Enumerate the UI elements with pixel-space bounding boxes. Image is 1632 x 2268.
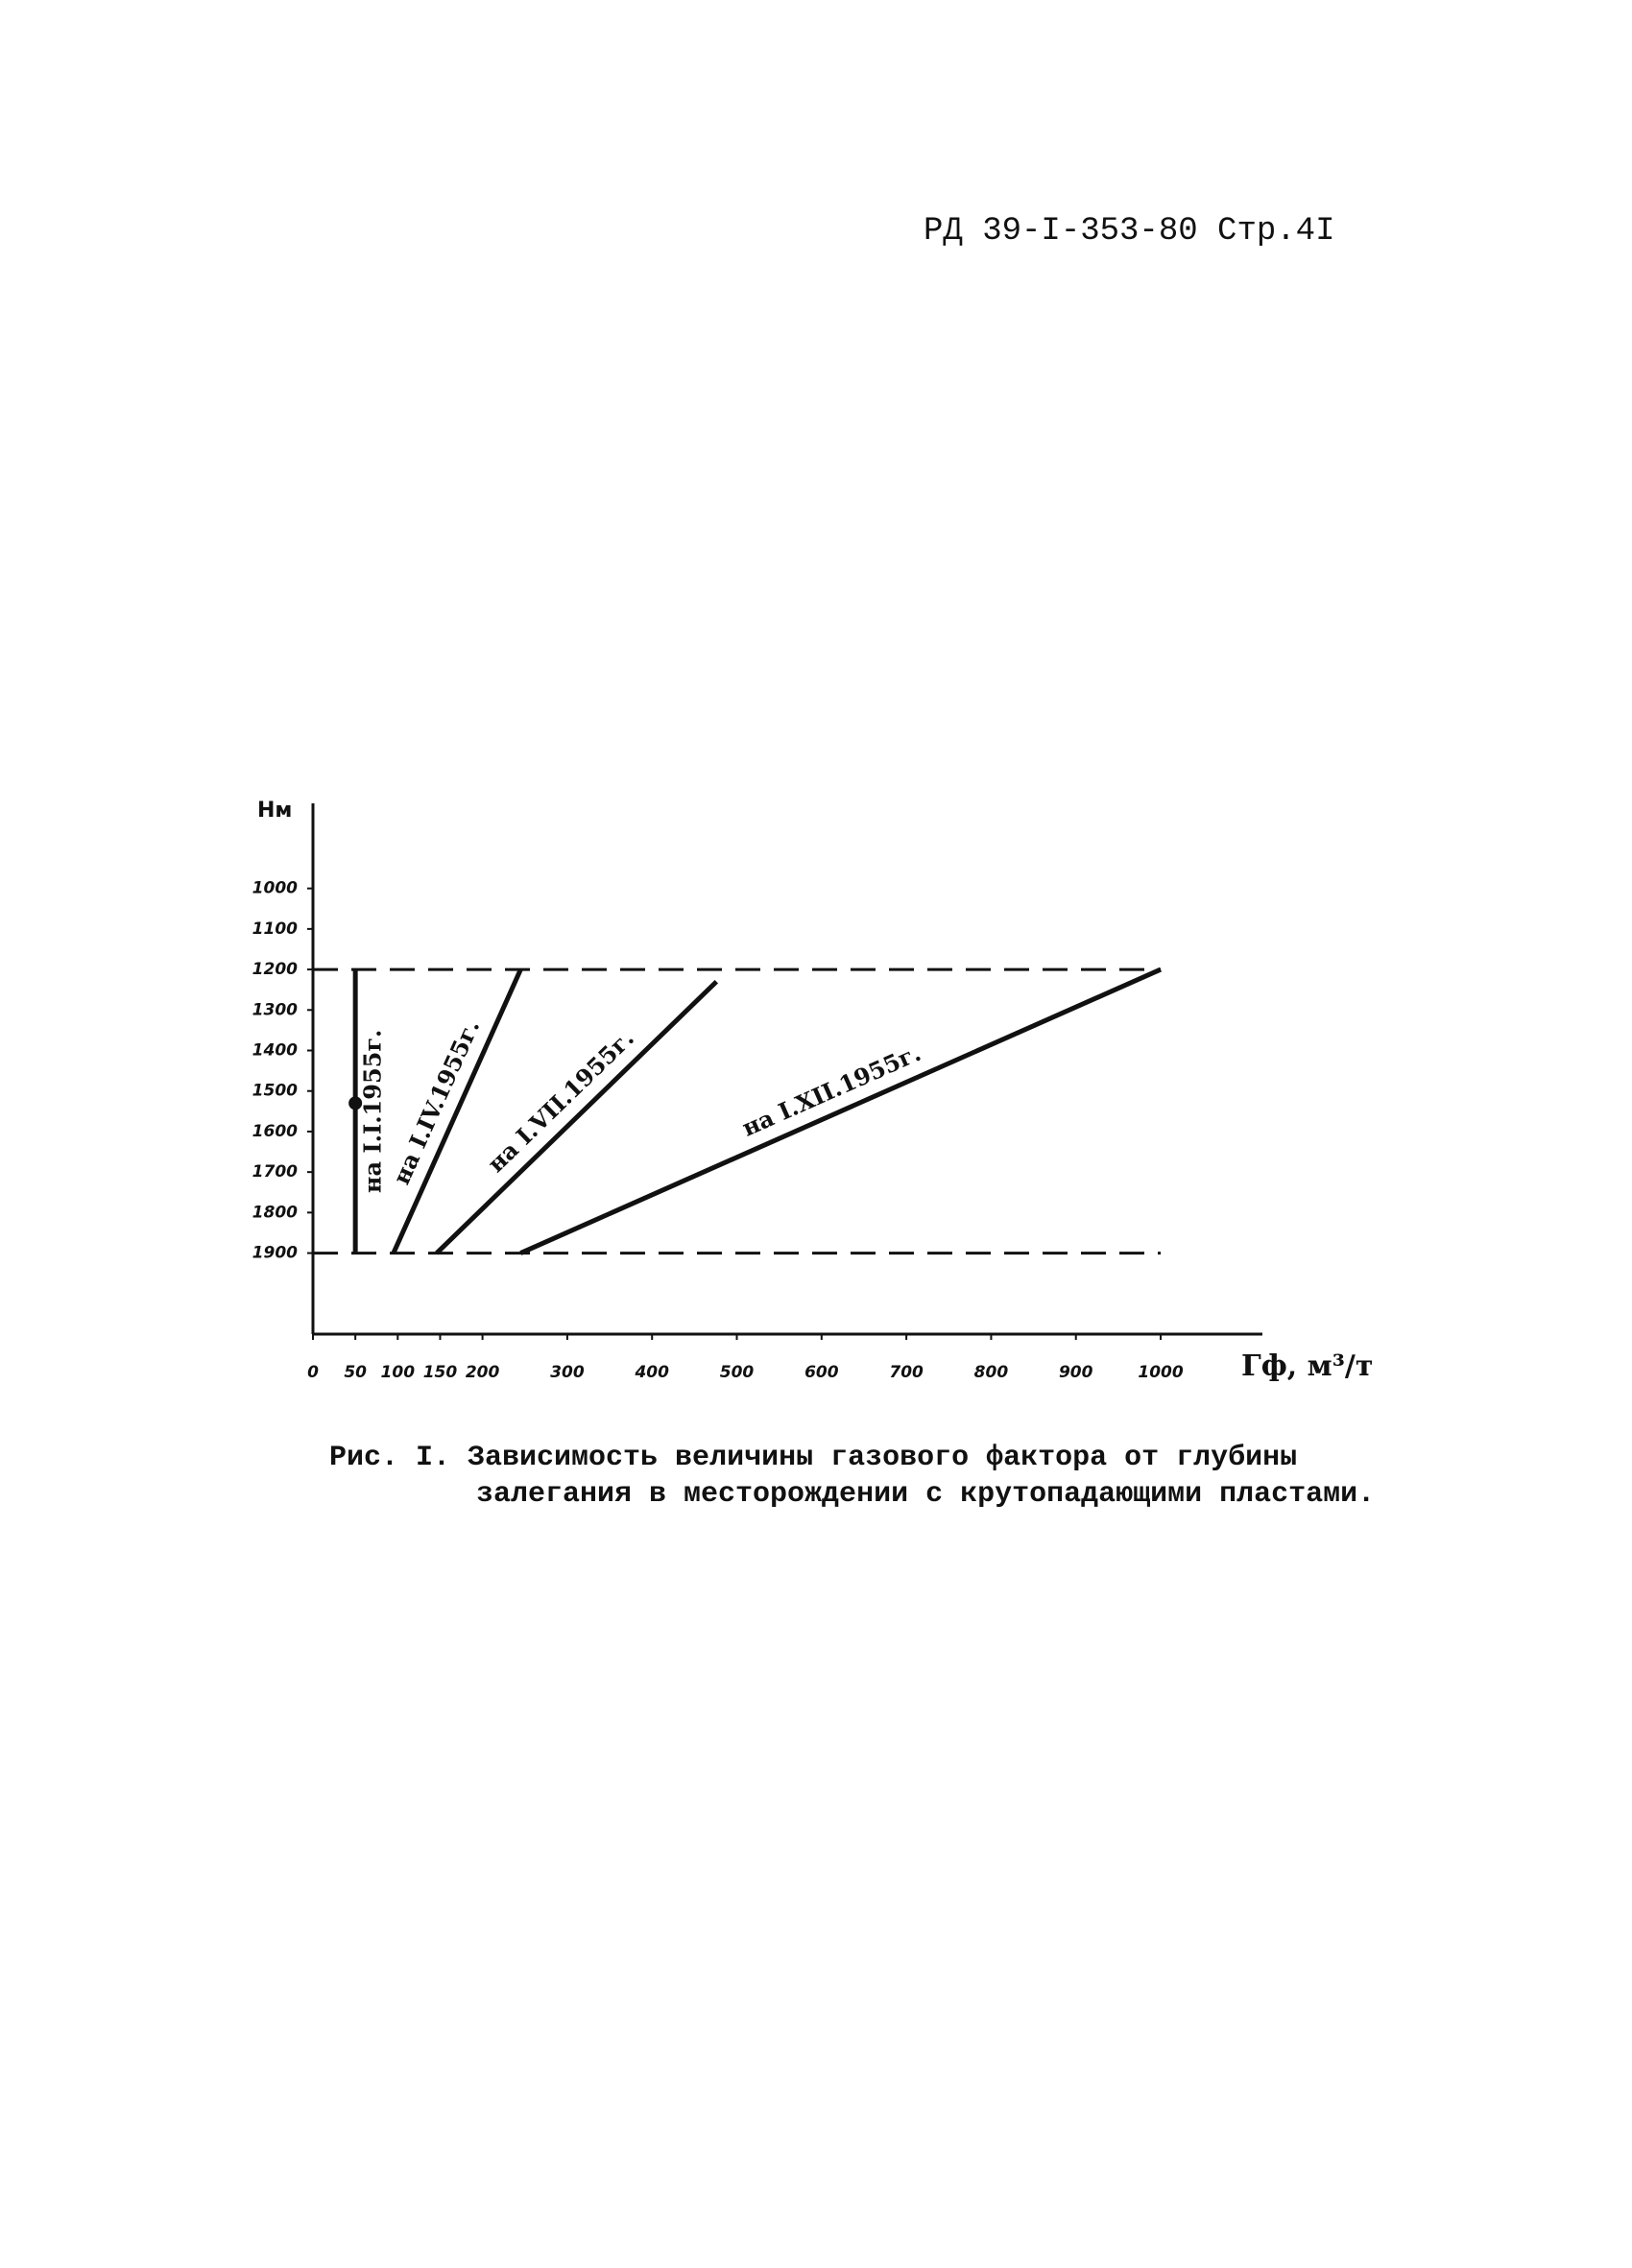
x-tick-label: 800	[974, 1363, 1009, 1382]
caption-line: Рис. I. Зависимость величины газового фа…	[329, 1442, 1297, 1474]
x-tick-label: 500	[720, 1363, 755, 1382]
y-tick-label: 1600	[252, 1122, 298, 1141]
y-tick-label: 1500	[252, 1082, 298, 1101]
y-axis-label: Нм	[257, 799, 292, 823]
x-tick-label: 1000	[1138, 1363, 1183, 1382]
page-header: РД 39-I-353-80 Стр.4I	[924, 213, 1334, 250]
x-tick-label: 50	[344, 1363, 367, 1382]
y-tick-label: 1200	[252, 960, 298, 979]
x-tick-label: 400	[634, 1363, 669, 1382]
x-tick-label: 700	[889, 1363, 924, 1382]
x-tick-label: 150	[423, 1363, 458, 1382]
y-tick-label: 1400	[252, 1041, 298, 1061]
caption-line: залегания в месторождении с крутопадающи…	[476, 1478, 1375, 1511]
series-label: на I.I.1955г.	[359, 1030, 387, 1194]
x-tick-label: 300	[550, 1363, 585, 1382]
series-line	[391, 968, 523, 1254]
x-tick-label: 600	[804, 1363, 839, 1382]
marker-point	[348, 1096, 363, 1110]
y-tick-label: 1900	[252, 1244, 298, 1263]
y-tick-label: 1100	[252, 919, 298, 939]
y-tick-label: 1000	[252, 879, 298, 898]
x-tick-label: 100	[381, 1363, 416, 1382]
x-axis-label: Гф, м³/т	[1241, 1349, 1373, 1383]
series-label: на I.VII.1955г.	[482, 1024, 639, 1178]
x-tick-label: 200	[466, 1363, 500, 1382]
y-tick-label: 1700	[252, 1162, 298, 1182]
series-line	[435, 979, 719, 1255]
y-tick-label: 1800	[252, 1203, 298, 1222]
x-tick-label: 0	[307, 1363, 319, 1382]
x-tick-label: 900	[1059, 1363, 1093, 1382]
series-line	[519, 967, 1163, 1255]
y-tick-label: 1300	[252, 1000, 298, 1019]
series-label: на I.XII.1955г.	[738, 1039, 925, 1142]
